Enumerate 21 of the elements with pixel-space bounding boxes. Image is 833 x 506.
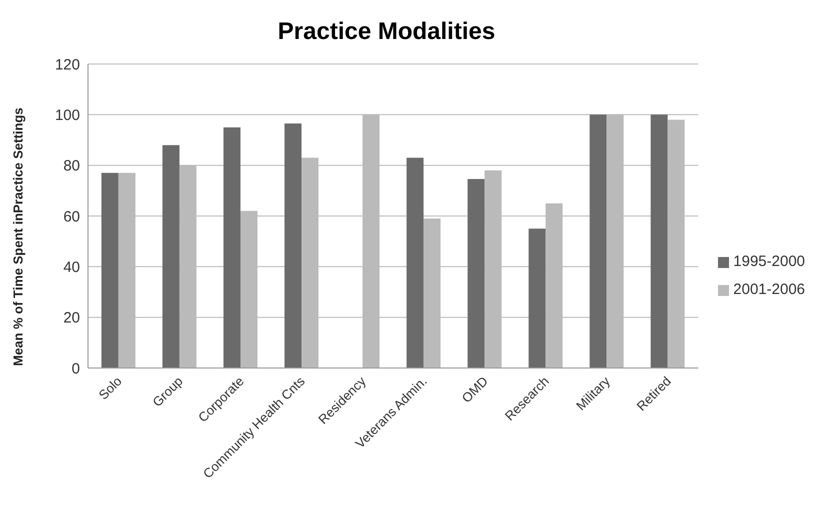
bar (406, 158, 424, 368)
y-tick-label: 100 (54, 106, 80, 124)
y-tick-label: 0 (72, 360, 80, 378)
y-tick-label: 60 (63, 208, 80, 226)
bar (162, 145, 180, 368)
bar (528, 228, 546, 368)
bar (590, 114, 607, 368)
y-tick-label: 80 (63, 158, 80, 175)
bar (650, 114, 668, 368)
bar (101, 172, 118, 368)
bar (468, 179, 485, 368)
legend-label: 2001-2006 (733, 281, 805, 298)
y-tick-label: 120 (54, 56, 80, 74)
legend-label: 1995-2000 (733, 253, 805, 270)
y-tick-label: 20 (63, 310, 80, 327)
chart-title: Practice Modalities (276, 17, 496, 47)
bar (284, 124, 302, 368)
bar (223, 127, 240, 368)
x-tick-label: Solo (96, 374, 125, 403)
y-tick-label: 40 (63, 258, 80, 276)
y-axis-title: Mean % of Time Spent inPractice Settings (10, 108, 26, 366)
